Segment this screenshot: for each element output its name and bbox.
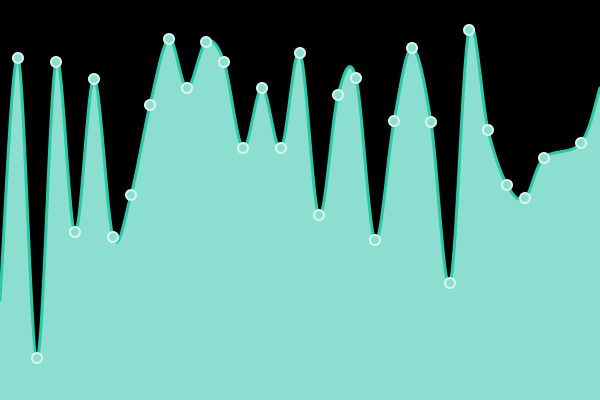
data-point-marker [369, 234, 381, 246]
data-point-marker [350, 72, 362, 84]
area-fill-region [0, 25, 600, 400]
data-point-marker [275, 142, 287, 154]
data-point-marker [332, 89, 344, 101]
data-point-marker [519, 192, 531, 204]
data-point-marker [69, 226, 81, 238]
chart-plot-area [0, 24, 600, 400]
data-point-markers [12, 24, 587, 364]
data-point-marker [256, 82, 268, 94]
data-point-marker [144, 99, 156, 111]
data-point-marker [237, 142, 249, 154]
data-point-marker [88, 73, 100, 85]
data-point-marker [31, 352, 43, 364]
data-point-marker [294, 47, 306, 59]
data-point-marker [444, 277, 456, 289]
data-point-marker [12, 52, 24, 64]
data-point-marker [218, 56, 230, 68]
data-point-marker [200, 36, 212, 48]
data-point-marker [125, 189, 137, 201]
data-point-marker [406, 42, 418, 54]
data-point-marker [575, 137, 587, 149]
data-point-marker [425, 116, 437, 128]
data-point-marker [107, 231, 119, 243]
data-point-marker [538, 152, 550, 164]
data-point-marker [50, 56, 62, 68]
data-point-marker [388, 115, 400, 127]
data-point-marker [181, 82, 193, 94]
data-point-marker [501, 179, 513, 191]
data-point-marker [163, 33, 175, 45]
data-point-marker [313, 209, 325, 221]
data-point-marker [463, 24, 475, 36]
data-point-marker [482, 124, 494, 136]
